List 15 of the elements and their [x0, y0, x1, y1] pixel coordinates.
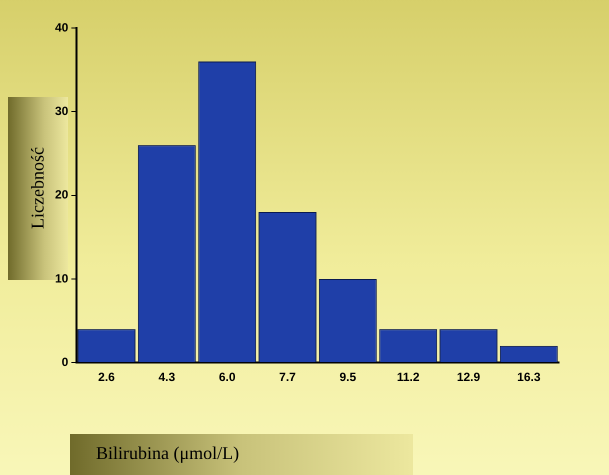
y-tick-label: 10	[54, 271, 69, 286]
x-tick-label: 4.3	[158, 370, 176, 384]
x-axis-title: Bilirubina (μmol/L)	[96, 443, 240, 464]
y-axis-title: Liczebność	[28, 147, 48, 229]
x-tick-label: 12.9	[456, 370, 481, 384]
x-tick-label: 16.3	[517, 370, 541, 384]
x-tick-label: 9.5	[339, 370, 357, 384]
y-tick-label: 30	[54, 104, 69, 118]
x-tick-label: 7.7	[279, 370, 296, 384]
x-tick-label: 11.2	[396, 370, 420, 384]
y-tick-label: 40	[54, 20, 69, 34]
x-tick-label: 6.0	[218, 370, 236, 384]
x-tick-label: 2.6	[98, 370, 116, 384]
y-tick-label: 0	[62, 354, 69, 369]
y-tick-label: 20	[54, 188, 69, 202]
